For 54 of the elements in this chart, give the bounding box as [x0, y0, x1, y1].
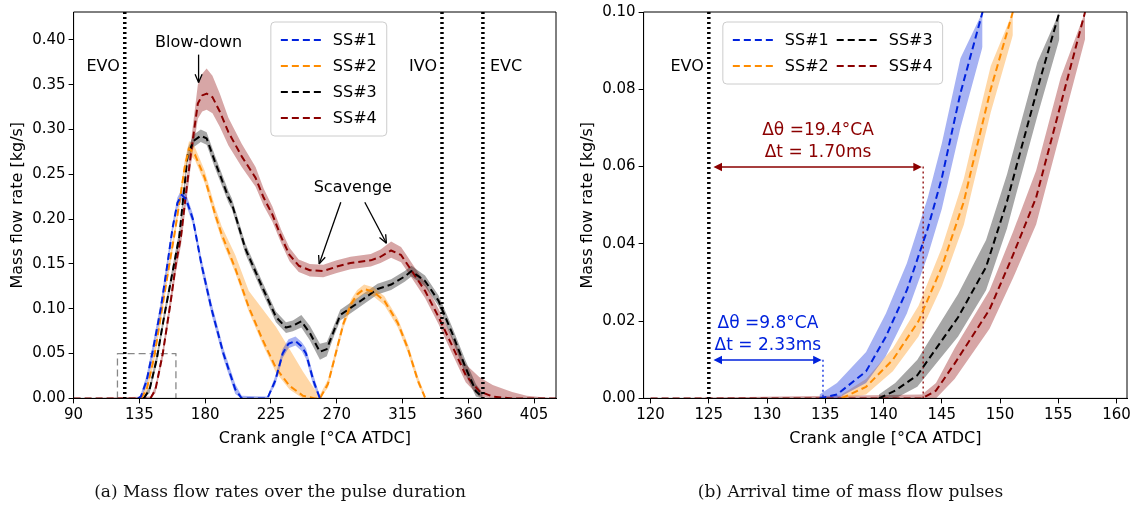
x-tick-label: 135	[810, 405, 840, 424]
y-tick-label: 0.15	[32, 253, 66, 272]
y-tick-label: 0.05	[32, 343, 66, 362]
annotation: Δθ =19.4°CA Δt = 1.70ms	[762, 118, 875, 161]
x-tick-label: 155	[1043, 405, 1073, 424]
y-axis-title: Mass flow rate [kg/s]	[6, 121, 26, 289]
x-tick-label: 140	[869, 405, 898, 424]
x-tick-label: 130	[752, 405, 782, 424]
x-tick-label: 180	[190, 405, 220, 424]
x-tick-label: 90	[64, 405, 84, 424]
legend-label: SS#3	[888, 30, 933, 50]
y-tick-label: 0.02	[602, 311, 636, 330]
legend-label: SS#4	[888, 56, 933, 76]
y-tick-label: 0.40	[32, 29, 66, 48]
annotation: Δθ =9.8°CA Δt = 2.33ms	[714, 311, 822, 354]
y-tick-label: 0.00	[32, 388, 66, 407]
ref-line-label: IVO	[408, 56, 437, 76]
y-tick-label: 0.08	[602, 79, 636, 98]
legend-label: SS#3	[332, 82, 377, 102]
annotation: Blow-down	[154, 31, 243, 51]
text: (a) Mass flow rates over the pulse duration	[94, 481, 466, 502]
legend-label: SS#2	[784, 56, 829, 76]
x-tick-label: 225	[256, 405, 286, 424]
y-tick-label: 0.30	[32, 119, 66, 138]
x-tick-label: 135	[125, 405, 154, 424]
y-tick-label: 0.04	[602, 233, 636, 252]
x-tick-label: 145	[927, 405, 957, 424]
ref-line-label: EVO	[670, 56, 704, 76]
x-tick-label: 160	[1102, 405, 1131, 424]
x-tick-label: 405	[519, 405, 549, 424]
x-axis-title: Crank angle [°CA ATDC]	[789, 428, 982, 448]
x-tick-label: 360	[453, 405, 483, 424]
legend-label: SS#2	[332, 56, 377, 76]
x-tick-label: 120	[636, 405, 665, 424]
y-tick-label: 0.35	[32, 74, 66, 93]
x-tick-label: 125	[694, 405, 724, 424]
annotation: Scavenge	[313, 177, 392, 197]
legend-label: SS#1	[784, 30, 829, 50]
y-tick-label: 0.00	[602, 388, 636, 407]
y-tick-label: 0.10	[602, 1, 636, 20]
y-tick-label: 0.10	[32, 298, 66, 317]
x-axis-title: Crank angle [°CA ATDC]	[218, 428, 411, 448]
y-axis-title: Mass flow rate [kg/s]	[576, 121, 596, 289]
x-tick-label: 270	[322, 405, 352, 424]
y-tick-label: 0.25	[32, 164, 66, 183]
x-tick-label: 150	[985, 405, 1015, 424]
ref-line-label: EVO	[86, 56, 120, 76]
legend-label: SS#4	[332, 108, 377, 128]
text: (b) Arrival time of mass flow pulses	[697, 481, 1004, 502]
x-tick-label: 315	[388, 405, 417, 424]
y-tick-label: 0.20	[32, 208, 66, 227]
legend-label: SS#1	[332, 30, 377, 50]
y-tick-label: 0.06	[602, 156, 636, 175]
ref-line-label: EVC	[489, 56, 523, 76]
